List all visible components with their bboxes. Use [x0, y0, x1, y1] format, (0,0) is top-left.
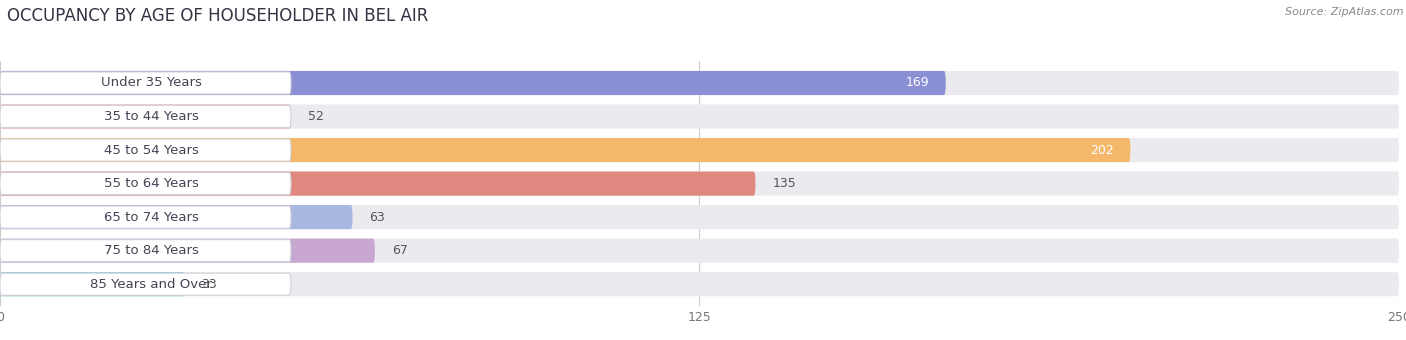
Text: 135: 135 [772, 177, 796, 190]
Text: 35 to 44 Years: 35 to 44 Years [104, 110, 198, 123]
FancyBboxPatch shape [0, 138, 1399, 162]
FancyBboxPatch shape [0, 206, 291, 228]
FancyBboxPatch shape [0, 272, 184, 296]
Text: 169: 169 [905, 76, 929, 89]
FancyBboxPatch shape [0, 171, 1399, 196]
FancyBboxPatch shape [0, 239, 1399, 263]
Text: OCCUPANCY BY AGE OF HOUSEHOLDER IN BEL AIR: OCCUPANCY BY AGE OF HOUSEHOLDER IN BEL A… [7, 7, 429, 25]
Text: 67: 67 [392, 244, 408, 257]
FancyBboxPatch shape [0, 205, 353, 229]
FancyBboxPatch shape [0, 272, 1399, 296]
Text: 45 to 54 Years: 45 to 54 Years [104, 143, 198, 156]
FancyBboxPatch shape [0, 104, 291, 129]
Text: 75 to 84 Years: 75 to 84 Years [104, 244, 198, 257]
FancyBboxPatch shape [0, 139, 291, 161]
Text: 52: 52 [308, 110, 323, 123]
FancyBboxPatch shape [0, 71, 946, 95]
FancyBboxPatch shape [0, 72, 291, 94]
Text: 85 Years and Over: 85 Years and Over [90, 278, 212, 291]
Text: 33: 33 [201, 278, 217, 291]
FancyBboxPatch shape [0, 205, 1399, 229]
FancyBboxPatch shape [0, 239, 375, 263]
Text: Under 35 Years: Under 35 Years [101, 76, 201, 89]
FancyBboxPatch shape [0, 172, 291, 195]
FancyBboxPatch shape [0, 273, 291, 295]
Text: 63: 63 [370, 211, 385, 224]
FancyBboxPatch shape [0, 240, 291, 262]
FancyBboxPatch shape [0, 104, 1399, 129]
FancyBboxPatch shape [0, 71, 1399, 95]
FancyBboxPatch shape [0, 138, 1130, 162]
FancyBboxPatch shape [0, 105, 291, 128]
Text: 202: 202 [1090, 143, 1114, 156]
FancyBboxPatch shape [0, 171, 755, 196]
Text: 55 to 64 Years: 55 to 64 Years [104, 177, 198, 190]
Text: Source: ZipAtlas.com: Source: ZipAtlas.com [1285, 7, 1403, 17]
Text: 65 to 74 Years: 65 to 74 Years [104, 211, 198, 224]
